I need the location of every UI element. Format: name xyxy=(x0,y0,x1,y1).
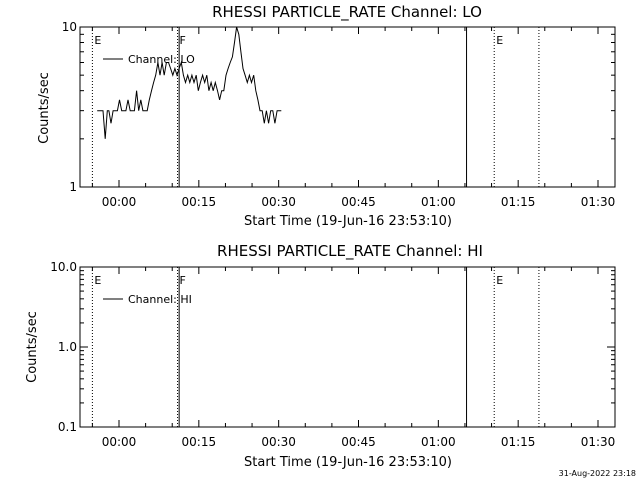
y-tick-label: 10 xyxy=(62,20,77,34)
x-axis-label-lo: Start Time (19-Jun-16 23:53:10) xyxy=(244,214,452,229)
y-tick-label: 10.0 xyxy=(50,260,77,274)
plot-frame-lo xyxy=(79,26,616,188)
x-tick-label: 00:45 xyxy=(341,435,376,449)
time-marker-label: F xyxy=(180,34,186,47)
time-marker-label: F xyxy=(180,274,186,287)
series-line-channel-lo xyxy=(97,26,282,139)
y-tick-label: 1.0 xyxy=(58,340,77,354)
x-tick-label: 00:45 xyxy=(341,195,376,209)
x-ticks-lo: 00:00 00:15 00:30 00:45 01:00 01:15 01:30 xyxy=(91,27,616,209)
legend-label-lo: Channel: LO xyxy=(128,53,195,66)
y-ticks-hi: 10.0 1.0 0.1 xyxy=(50,260,615,434)
y-tick-label: 0.1 xyxy=(58,420,77,434)
x-ticks-hi: 00:00 00:15 00:30 00:45 01:00 01:15 01:30 xyxy=(91,267,616,449)
time-marker-label: E xyxy=(496,34,503,47)
x-tick-label: 01:00 xyxy=(421,195,456,209)
x-tick-label: 00:00 xyxy=(102,435,137,449)
x-tick-label: 00:30 xyxy=(261,435,296,449)
x-tick-label: 00:15 xyxy=(182,195,217,209)
time-marker-label: E xyxy=(496,274,503,287)
time-marker-label: E xyxy=(94,34,101,47)
y-axis-label-lo: Counts/sec xyxy=(37,72,52,144)
y-axis-label-hi: Counts/sec xyxy=(25,311,40,383)
x-tick-label: 01:00 xyxy=(421,435,456,449)
x-tick-label: 01:30 xyxy=(581,195,616,209)
footer-timestamp: 31-Aug-2022 23:18 xyxy=(559,469,636,478)
x-tick-label: 00:15 xyxy=(182,435,217,449)
plot-frame-hi xyxy=(79,266,616,428)
x-tick-label: 00:30 xyxy=(261,195,296,209)
x-tick-label: 01:15 xyxy=(501,195,536,209)
x-tick-label: 00:00 xyxy=(102,195,137,209)
y-ticks-lo: 10 1 xyxy=(62,20,615,194)
panel-lo: RHESSI PARTICLE_RATE Channel: LO 00:00 00… xyxy=(37,3,616,229)
time-marker-label: E xyxy=(94,274,101,287)
chart-title-hi: RHESSI PARTICLE_RATE Channel: HI xyxy=(217,242,483,261)
y-tick-label: 1 xyxy=(69,180,77,194)
x-tick-label: 01:15 xyxy=(501,435,536,449)
x-axis-label-hi: Start Time (19-Jun-16 23:53:10) xyxy=(244,455,452,470)
x-tick-label: 01:30 xyxy=(581,435,616,449)
panel-hi: RHESSI PARTICLE_RATE Channel: HI 00:00 00… xyxy=(25,242,616,470)
legend-label-hi: Channel: HI xyxy=(128,293,192,306)
chart-title-lo: RHESSI PARTICLE_RATE Channel: LO xyxy=(212,3,482,22)
